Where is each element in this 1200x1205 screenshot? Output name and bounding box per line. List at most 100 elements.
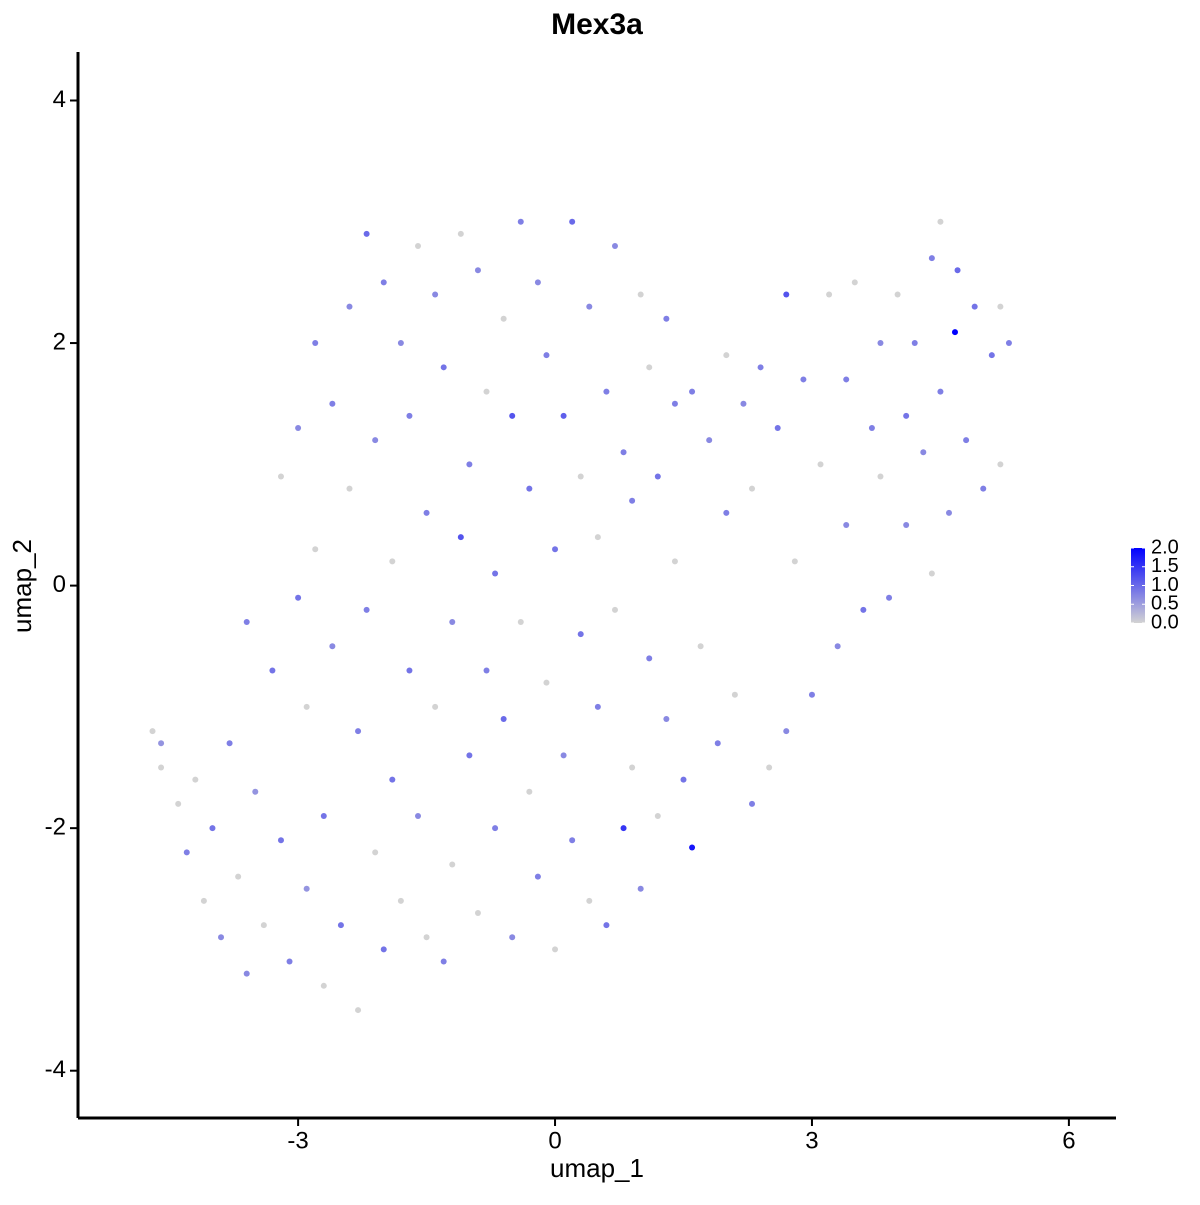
point [603,388,610,395]
point [457,534,464,541]
point [209,825,216,832]
point [663,716,670,723]
point [252,788,259,795]
point [954,267,961,274]
x-tick-label: 6 [1062,1127,1075,1154]
point [731,691,738,698]
x-axis-label: umap_1 [550,1153,644,1183]
point [260,922,267,929]
point [526,788,533,795]
point [689,844,696,851]
point [594,703,601,710]
point [466,752,473,759]
point [569,837,576,844]
point [749,485,756,492]
point [286,958,293,965]
y-tick-label: 2 [53,328,66,355]
point [355,1007,362,1014]
point [911,340,918,347]
point [680,776,687,783]
point [877,340,884,347]
point [158,764,165,771]
point [646,364,653,371]
point [492,570,499,577]
point [303,703,310,710]
point [397,340,404,347]
point [277,837,284,844]
point [552,546,559,553]
point [192,776,199,783]
point [1005,340,1012,347]
point [951,329,958,336]
point [432,703,439,710]
point [517,218,524,225]
point [723,352,730,359]
point [543,679,550,686]
point [646,655,653,662]
point [928,570,935,577]
point [269,667,276,674]
point [320,982,327,989]
point [800,376,807,383]
point [611,606,618,613]
point [423,934,430,941]
point [372,849,379,856]
point [611,243,618,250]
point [449,861,456,868]
point [440,958,447,965]
point [415,243,422,250]
point [654,813,661,820]
point [175,800,182,807]
point [851,279,858,286]
point [218,934,225,941]
point [389,558,396,565]
point [243,970,250,977]
point [980,485,987,492]
point [474,910,481,917]
y-tick-label: -4 [45,1056,66,1083]
point [346,303,353,310]
point [517,618,524,625]
point [149,728,156,735]
point [971,303,978,310]
point [560,412,567,419]
colorbar [1131,548,1145,623]
point [826,291,833,298]
point [997,461,1004,468]
x-tick-label: -3 [287,1127,308,1154]
point [406,412,413,419]
point [440,364,447,371]
point [714,740,721,747]
point [406,667,413,674]
point [654,473,661,480]
point [423,509,430,516]
point [603,922,610,929]
point [483,667,490,674]
point [560,752,567,759]
point [355,728,362,735]
point [637,885,644,892]
point [843,376,850,383]
point [534,279,541,286]
point [620,449,627,456]
colorbar-label: 1.0 [1151,574,1179,596]
point [509,934,516,941]
point [534,873,541,880]
point [783,291,790,298]
point [894,291,901,298]
colorbar-label: 0.0 [1151,611,1179,633]
point [749,800,756,807]
point [295,424,302,431]
point [569,218,576,225]
point [920,449,927,456]
point [483,388,490,395]
point [500,315,507,322]
point [277,473,284,480]
point [757,364,764,371]
point [774,424,781,431]
point [988,352,995,359]
x-tick-label: 0 [548,1127,561,1154]
point [457,230,464,237]
point [509,412,516,419]
point [320,813,327,820]
